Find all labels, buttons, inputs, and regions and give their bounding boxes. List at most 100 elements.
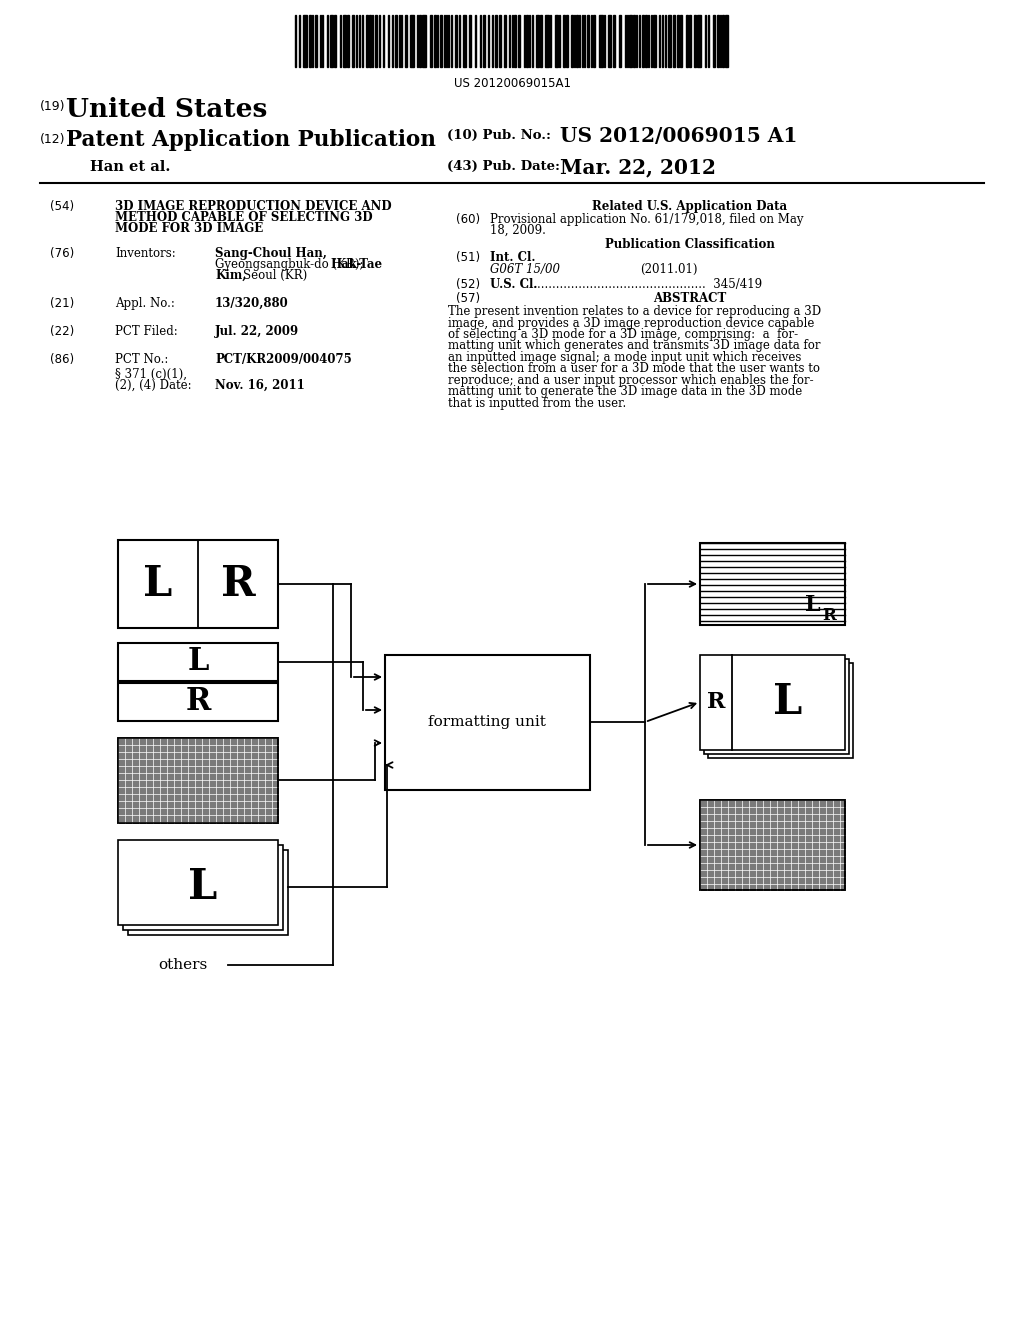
- Bar: [700, 800, 845, 890]
- Text: (52): (52): [456, 279, 480, 290]
- Text: others: others: [158, 958, 207, 972]
- Bar: [700, 543, 845, 624]
- Bar: [514, 15, 516, 67]
- Bar: [713, 15, 715, 67]
- Bar: [566, 15, 568, 67]
- Bar: [593, 15, 595, 67]
- Text: R: R: [185, 686, 211, 718]
- Bar: [697, 15, 701, 67]
- Text: (19): (19): [40, 100, 66, 114]
- Bar: [645, 15, 647, 67]
- Text: (76): (76): [50, 247, 75, 260]
- Bar: [587, 15, 589, 67]
- Text: US 20120069015A1: US 20120069015A1: [454, 77, 570, 90]
- Text: (21): (21): [50, 297, 75, 310]
- Bar: [575, 15, 578, 67]
- Bar: [668, 15, 671, 67]
- Text: US 2012/0069015 A1: US 2012/0069015 A1: [560, 125, 798, 147]
- Bar: [483, 15, 485, 67]
- Text: R: R: [822, 606, 836, 623]
- Text: Hak-Tae: Hak-Tae: [330, 257, 382, 271]
- Bar: [118, 738, 278, 822]
- Bar: [422, 15, 426, 67]
- Bar: [540, 15, 542, 67]
- Text: Han et al.: Han et al.: [90, 160, 170, 174]
- Text: The present invention relates to a device for reproducing a 3D: The present invention relates to a devic…: [449, 305, 821, 318]
- Bar: [434, 15, 436, 67]
- Bar: [545, 15, 549, 67]
- Bar: [419, 15, 421, 67]
- Text: Provisional application No. 61/179,018, filed on May: Provisional application No. 61/179,018, …: [490, 213, 804, 226]
- Text: the selection from a user for a 3D mode that the user wants to: the selection from a user for a 3D mode …: [449, 363, 820, 375]
- Bar: [722, 15, 724, 67]
- Text: that is inputted from the user.: that is inputted from the user.: [449, 397, 627, 411]
- Text: Mar. 22, 2012: Mar. 22, 2012: [560, 157, 716, 177]
- Bar: [366, 15, 368, 67]
- Text: 13/320,880: 13/320,880: [215, 297, 289, 310]
- Bar: [642, 15, 644, 67]
- Text: R: R: [221, 564, 255, 605]
- Bar: [463, 15, 466, 67]
- Text: Appl. No.:: Appl. No.:: [115, 297, 175, 310]
- Bar: [303, 15, 307, 67]
- Bar: [123, 845, 283, 931]
- Bar: [334, 15, 336, 67]
- Bar: [677, 15, 679, 67]
- Text: MODE FOR 3D IMAGE: MODE FOR 3D IMAGE: [115, 222, 263, 235]
- Bar: [526, 15, 528, 67]
- Text: (43) Pub. Date:: (43) Pub. Date:: [447, 160, 560, 173]
- Bar: [369, 15, 371, 67]
- Text: formatting unit: formatting unit: [428, 715, 546, 729]
- Bar: [469, 15, 471, 67]
- Bar: [495, 15, 497, 67]
- Bar: [347, 15, 349, 67]
- Text: L: L: [773, 681, 803, 723]
- Text: ABSTRACT: ABSTRACT: [653, 292, 727, 305]
- Bar: [700, 655, 845, 750]
- Text: an inputted image signal; a mode input unit which receives: an inputted image signal; a mode input u…: [449, 351, 802, 364]
- Text: U.S. Cl.: U.S. Cl.: [490, 279, 538, 290]
- Bar: [618, 15, 621, 67]
- Bar: [555, 15, 558, 67]
- Text: reproduce; and a user input processor which enables the for-: reproduce; and a user input processor wh…: [449, 374, 814, 387]
- Text: image, and provides a 3D image reproduction device capable: image, and provides a 3D image reproduct…: [449, 317, 814, 330]
- Bar: [717, 15, 719, 67]
- Text: (86): (86): [50, 352, 74, 366]
- Text: (57): (57): [456, 292, 480, 305]
- Bar: [352, 15, 354, 67]
- Bar: [395, 15, 397, 67]
- Text: of selecting a 3D mode for a 3D image, comprising:  a  for-: of selecting a 3D mode for a 3D image, c…: [449, 327, 798, 341]
- Bar: [406, 15, 407, 67]
- Text: (12): (12): [40, 133, 66, 147]
- Bar: [440, 15, 442, 67]
- Bar: [680, 15, 682, 67]
- Bar: [700, 543, 845, 624]
- Bar: [708, 663, 853, 758]
- Text: Nov. 16, 2011: Nov. 16, 2011: [215, 379, 305, 392]
- Bar: [118, 738, 278, 822]
- Text: METHOD CAPABLE OF SELECTING 3D: METHOD CAPABLE OF SELECTING 3D: [115, 211, 373, 224]
- Bar: [309, 15, 311, 67]
- Bar: [633, 15, 635, 67]
- Bar: [700, 800, 845, 890]
- Text: (22): (22): [50, 325, 75, 338]
- Text: (54): (54): [50, 201, 74, 213]
- Bar: [343, 15, 346, 67]
- Text: (10) Pub. No.:: (10) Pub. No.:: [447, 129, 551, 143]
- Text: (2011.01): (2011.01): [640, 263, 697, 276]
- Text: R: R: [707, 690, 725, 713]
- Bar: [563, 15, 565, 67]
- Text: PCT Filed:: PCT Filed:: [115, 325, 178, 338]
- Bar: [410, 15, 414, 67]
- Text: Int. Cl.: Int. Cl.: [490, 251, 536, 264]
- Bar: [689, 15, 691, 67]
- Text: G06T 15/00: G06T 15/00: [490, 263, 560, 276]
- Text: Inventors:: Inventors:: [115, 247, 176, 260]
- Bar: [686, 15, 688, 67]
- Bar: [608, 15, 611, 67]
- Text: PCT/KR2009/004075: PCT/KR2009/004075: [215, 352, 352, 366]
- Text: PCT No.:: PCT No.:: [115, 352, 168, 366]
- Text: L: L: [805, 594, 821, 616]
- Text: § 371 (c)(1),: § 371 (c)(1),: [115, 368, 187, 381]
- Bar: [330, 15, 333, 67]
